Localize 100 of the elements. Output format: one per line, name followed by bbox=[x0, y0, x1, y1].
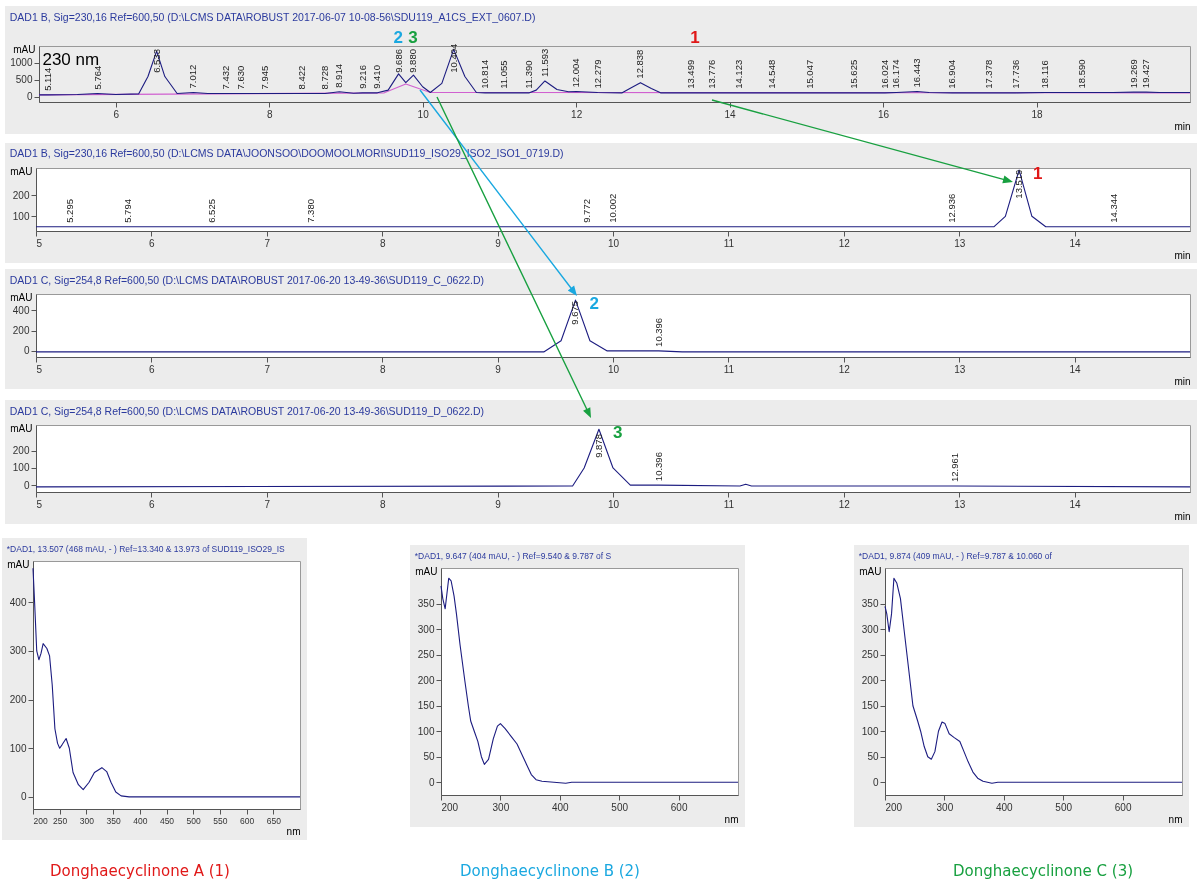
annotation: 3 bbox=[408, 28, 418, 47]
x-tick-label: 450 bbox=[159, 815, 175, 826]
y-tick-label: 100 bbox=[417, 725, 435, 737]
annotation: 12.838 bbox=[634, 49, 646, 79]
y-axis-title: mAU bbox=[13, 43, 36, 55]
annotation: 10.814 bbox=[479, 59, 491, 89]
y-axis-title: mAU bbox=[10, 165, 33, 177]
chart-title: *DAD1, 13.507 (468 mAU, - ) Ref=13.340 & 13.973 of SUD119_ISO29_IS bbox=[6, 543, 286, 554]
x-tick-label: 13 bbox=[954, 237, 966, 249]
annotation: 1 bbox=[1033, 164, 1043, 184]
x-tick-label: 9 bbox=[495, 498, 502, 510]
annotation: 19.269 bbox=[1127, 59, 1139, 89]
x-tick-label: 9 bbox=[495, 363, 502, 375]
x-tick-label: 250 bbox=[53, 815, 68, 826]
chart-title: *DAD1, 9.647 (404 mAU, - ) Ref=9.540 & 9.787 of S bbox=[414, 550, 612, 561]
y-tick-label: 400 bbox=[9, 596, 27, 608]
y-tick-label: 0 bbox=[26, 91, 33, 103]
y-tick-label: 250 bbox=[417, 649, 435, 661]
x-tick-label: 10 bbox=[417, 108, 430, 120]
y-tick-label: 0 bbox=[872, 776, 879, 788]
annotation: 16.904 bbox=[946, 59, 958, 89]
x-tick-label: 10 bbox=[607, 363, 620, 375]
annotation: 7.380 bbox=[304, 199, 316, 223]
x-tick-label: 14 bbox=[724, 108, 737, 120]
x-tick-label: 8 bbox=[266, 108, 273, 120]
y-axis-title: mAU bbox=[415, 565, 438, 577]
x-axis-title: min bbox=[1174, 510, 1191, 522]
x-tick-label: 11 bbox=[723, 498, 735, 510]
y-tick-label: 100 bbox=[9, 742, 27, 754]
annotation: 9.410 bbox=[371, 65, 383, 89]
chart-title: DAD1 B, Sig=230,16 Ref=600,50 (D:\LCMS DATA\ROBUST 2017-06-07 10-08-56\SDU119_A1CS_EXT_0607.D) bbox=[9, 10, 536, 23]
y-axis-title: mAU bbox=[859, 565, 882, 577]
x-tick-label: 200 bbox=[441, 801, 459, 813]
annotation: 8.728 bbox=[319, 65, 331, 90]
annotation: 7.630 bbox=[234, 65, 246, 90]
annotation: 9.880 bbox=[407, 49, 419, 73]
annotation: 12.936 bbox=[945, 193, 957, 223]
y-axis-title: mAU bbox=[10, 422, 33, 434]
y-tick-label: 0 bbox=[23, 479, 30, 491]
annotation: 7.945 bbox=[258, 65, 270, 90]
y-axis-title: mAU bbox=[7, 558, 30, 570]
x-axis-title: nm bbox=[724, 813, 739, 825]
x-tick-label: 6 bbox=[149, 237, 156, 249]
annotation: 5.794 bbox=[121, 199, 133, 223]
annotation: 14.123 bbox=[733, 59, 745, 89]
y-tick-label: 350 bbox=[861, 598, 879, 610]
y-axis-title: mAU bbox=[10, 291, 33, 303]
y-tick-label: 0 bbox=[428, 776, 435, 788]
x-tick-label: 500 bbox=[186, 815, 202, 826]
annotation: 11.390 bbox=[523, 60, 535, 89]
annotation: 13.499 bbox=[685, 59, 697, 89]
annotation: 18.116 bbox=[1039, 60, 1051, 89]
x-tick-label: 8 bbox=[379, 237, 386, 249]
annotation: 17.736 bbox=[1010, 59, 1022, 89]
y-tick-label: 200 bbox=[9, 694, 27, 706]
annotation: 14.344 bbox=[1108, 193, 1120, 223]
x-tick-label: 600 bbox=[670, 801, 688, 813]
annotation: 5.114 bbox=[41, 67, 53, 91]
y-tick-label: 50 bbox=[423, 751, 435, 763]
chart-title: DAD1 C, Sig=254,8 Ref=600,50 (D:\LCMS DATA\ROBUST 2017-06-20 13-49-36\SUD119_C_0622.D) bbox=[9, 273, 485, 286]
annotation: 11.593 bbox=[538, 48, 550, 77]
y-tick-label: 1000 bbox=[10, 57, 33, 69]
x-tick-label: 8 bbox=[379, 498, 386, 510]
y-tick-label: 200 bbox=[12, 445, 30, 457]
x-tick-label: 6 bbox=[113, 108, 120, 120]
y-tick-label: 300 bbox=[9, 645, 27, 657]
x-tick-label: 7 bbox=[264, 498, 271, 510]
text: Donghaecyclinone B (2) bbox=[460, 862, 640, 880]
y-tick-label: 150 bbox=[861, 700, 879, 712]
annotation: 9.686 bbox=[392, 49, 404, 73]
x-axis-title: nm bbox=[286, 826, 301, 837]
annotation: 10.396 bbox=[652, 317, 664, 347]
x-tick-label: 12 bbox=[571, 108, 583, 120]
annotation: 14.548 bbox=[765, 59, 777, 89]
x-tick-label: 16 bbox=[878, 108, 890, 120]
y-tick-label: 300 bbox=[861, 623, 879, 635]
annotation: 16.443 bbox=[911, 58, 923, 88]
x-tick-label: 12 bbox=[838, 363, 851, 375]
text: Donghaecyclinone A (1) bbox=[50, 862, 230, 880]
annotation: 9.772 bbox=[580, 199, 592, 223]
annotation: 8.914 bbox=[333, 64, 345, 88]
x-tick-label: 600 bbox=[240, 815, 255, 826]
x-tick-label: 10 bbox=[607, 237, 620, 249]
x-tick-label: 14 bbox=[1069, 237, 1082, 249]
chart-title: *DAD1, 9.874 (409 mAU, - ) Ref=9.787 & 10.060 of bbox=[858, 550, 1053, 561]
annotation: 17.378 bbox=[982, 59, 994, 89]
annotation: 6.525 bbox=[205, 199, 217, 223]
x-tick-label: 14 bbox=[1069, 363, 1082, 375]
x-tick-label: 6 bbox=[149, 498, 156, 510]
annotation: 16.174 bbox=[890, 59, 902, 89]
x-tick-label: 500 bbox=[1055, 801, 1073, 813]
x-tick-label: 400 bbox=[133, 815, 148, 826]
annotation: 3 bbox=[612, 423, 623, 443]
y-tick-label: 250 bbox=[861, 649, 879, 661]
x-tick-label: 9 bbox=[495, 237, 502, 249]
annotation: 10.396 bbox=[652, 452, 664, 482]
x-tick-label: 14 bbox=[1069, 498, 1082, 510]
y-tick-label: 200 bbox=[417, 674, 435, 686]
annotation: 13.776 bbox=[706, 59, 718, 89]
x-tick-label: 200 bbox=[885, 801, 903, 813]
